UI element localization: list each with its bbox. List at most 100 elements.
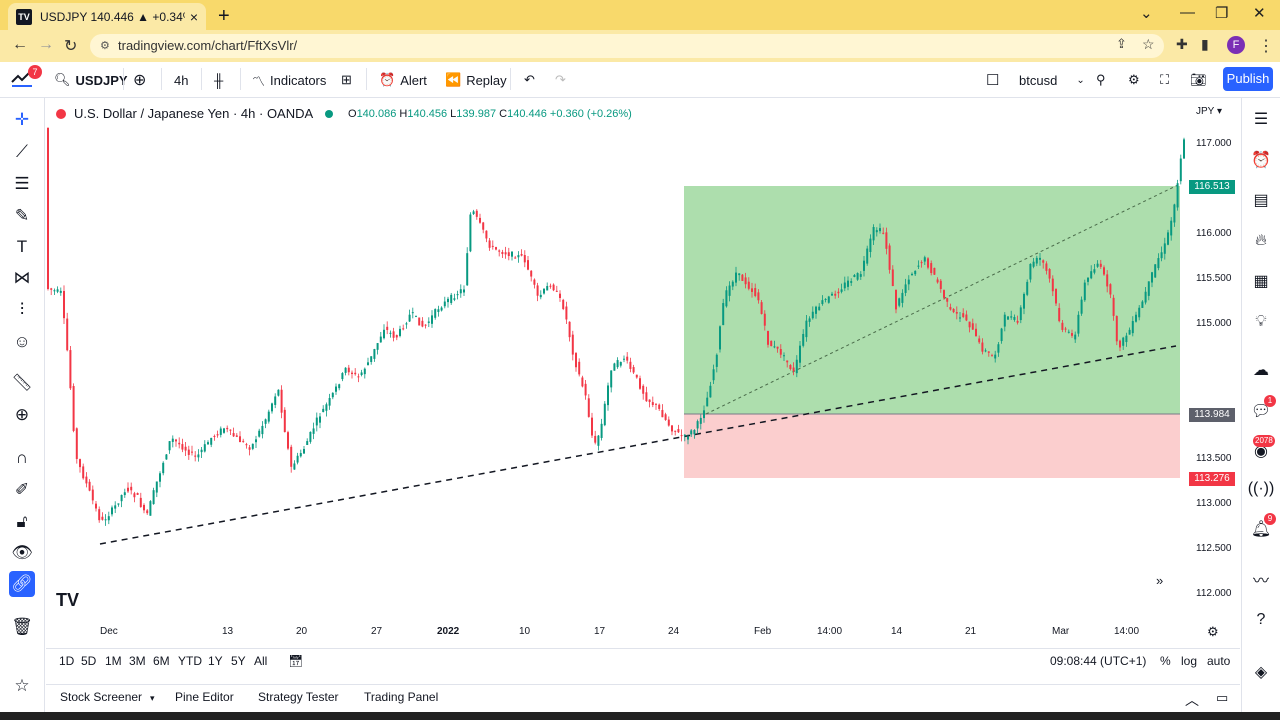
trend-line-icon[interactable]: ⟋ — [16, 142, 28, 161]
candle-body — [290, 446, 293, 467]
candle-body — [440, 307, 443, 311]
crosshair-icon[interactable]: ✛ — [14, 110, 30, 129]
prediction-icon[interactable]: ⫶ — [19, 300, 25, 319]
indicators-button[interactable]: 〽 Indicators — [252, 70, 326, 90]
templates-grid-icon[interactable]: ⊞ — [341, 72, 352, 87]
order-panel-icon[interactable]: 〰 — [1252, 573, 1269, 590]
axis-settings-icon[interactable]: ⚙ — [1207, 624, 1219, 639]
trading-panel-tab[interactable]: Trading Panel — [364, 690, 439, 704]
range-1d[interactable]: 1D — [59, 654, 75, 668]
undo-icon[interactable]: ↶ — [524, 72, 535, 87]
minds-cloud-icon[interactable]: ☁ — [1253, 362, 1269, 379]
currency-selector[interactable]: JPY ▾ — [1196, 106, 1222, 117]
log-scale-toggle[interactable]: log — [1181, 654, 1198, 668]
stock-screener-tab[interactable]: Stock Screener ▾ — [60, 690, 155, 704]
site-info-icon[interactable]: ⚙ — [100, 40, 110, 52]
candle-body — [245, 444, 248, 446]
reload-icon[interactable]: ↻ — [64, 38, 78, 55]
interval-button[interactable]: 4h — [174, 72, 189, 88]
range-1m[interactable]: 1M — [105, 654, 122, 668]
close-tab-icon[interactable]: × — [189, 8, 198, 25]
side-panel-icon[interactable]: ▮ — [1201, 36, 1209, 52]
percent-scale-toggle[interactable]: % — [1160, 654, 1171, 668]
tab-search-icon[interactable]: ⌄ — [1140, 5, 1153, 22]
alert-button[interactable]: ⏰ Alert — [379, 70, 427, 90]
forward-icon[interactable]: → — [38, 36, 54, 53]
replay-button[interactable]: ⏪ Replay — [445, 70, 507, 90]
fib-lines-icon[interactable]: ☰ — [14, 174, 30, 193]
chats-icon[interactable]: 💬︎ — [1250, 403, 1272, 420]
auto-scale-toggle[interactable]: auto — [1207, 654, 1231, 668]
extensions-icon[interactable]: ✚ — [1176, 36, 1188, 52]
range-all[interactable]: All — [254, 654, 268, 668]
chevron-up-icon[interactable]: ︿ — [1185, 692, 1199, 708]
magnet-icon[interactable]: ∩ — [15, 448, 29, 467]
strategy-tester-tab[interactable]: Strategy Tester — [258, 690, 339, 704]
profile-avatar[interactable]: F — [1227, 36, 1245, 54]
clock-timezone[interactable]: 09:08:44 (UTC+1) — [1050, 654, 1147, 668]
brush-icon[interactable]: ✎ — [14, 206, 30, 225]
compare-plus-icon[interactable]: ⊕ — [133, 72, 147, 89]
scroll-right-icon[interactable]: » — [1156, 573, 1164, 588]
data-window-icon[interactable]: ▤ — [1253, 192, 1269, 209]
stop-loss-zone[interactable] — [684, 414, 1180, 478]
notifications-bell-icon[interactable]: 🔔︎ — [1250, 521, 1272, 538]
take-profit-zone[interactable] — [684, 186, 1180, 414]
alerts-clock-icon[interactable]: ⏰ — [1251, 152, 1271, 169]
redo-icon[interactable]: ↷ — [555, 72, 566, 87]
maximize-icon[interactable]: ❐ — [1215, 5, 1229, 22]
stay-drawing-icon[interactable]: ✐ — [14, 480, 30, 499]
favorites-star-icon[interactable]: ☆ — [14, 676, 30, 695]
range-6m[interactable]: 6M — [153, 654, 170, 668]
upper-trend-line[interactable] — [705, 183, 1181, 415]
symbol-search-button[interactable]: 🔍︎ USDJPY — [54, 70, 128, 90]
new-tab-icon[interactable]: + — [218, 5, 230, 27]
patterns-icon[interactable]: ⋈ — [13, 268, 31, 287]
browser-menu-icon[interactable]: ⋮ — [1258, 38, 1274, 55]
emoji-icon[interactable]: ☺ — [13, 332, 31, 351]
maximize-panel-icon[interactable]: ▭ — [1216, 690, 1229, 705]
help-icon[interactable]: ? — [1256, 611, 1266, 628]
range-ytd[interactable]: YTD — [178, 654, 202, 668]
layout-name-button[interactable]: btcusd ⌄ — [1019, 70, 1085, 90]
candles-type-icon[interactable]: ╫ — [214, 72, 224, 88]
eye-icon[interactable]: 👁︎ — [11, 543, 33, 562]
broadcast-icon[interactable]: ((·)) — [1247, 480, 1275, 497]
quick-search-icon[interactable]: ⚲ — [1096, 72, 1106, 87]
share-icon[interactable]: ⇪ — [1116, 36, 1127, 51]
ideas-lightbulb-icon[interactable]: 💡︎ — [1255, 313, 1267, 330]
candle-body — [485, 230, 488, 239]
range-5d[interactable]: 5D — [81, 654, 97, 668]
settings-gear-icon[interactable]: ⚙ — [1128, 72, 1140, 87]
price-chart[interactable]: TV — [46, 98, 1240, 620]
calendar-icon[interactable]: ▦ — [1253, 273, 1269, 290]
snapshot-camera-icon[interactable]: 📷︎ — [1190, 72, 1207, 87]
pine-editor-tab[interactable]: Pine Editor — [175, 690, 234, 704]
range-1y[interactable]: 1Y — [208, 654, 223, 668]
text-icon[interactable]: T — [16, 237, 28, 256]
streams-icon[interactable]: ◉ — [1254, 443, 1268, 460]
zoom-in-icon[interactable]: ⊕ — [14, 405, 30, 424]
date-range-calendar-icon[interactable]: 📅︎ — [288, 654, 304, 668]
ruler-icon[interactable]: 📏︎ — [11, 373, 33, 392]
trash-icon[interactable]: 🗑︎ — [11, 617, 33, 636]
close-window-icon[interactable]: ✕ — [1253, 5, 1266, 22]
minimize-icon[interactable]: — — [1180, 4, 1195, 21]
bookmark-star-icon[interactable]: ☆ — [1142, 36, 1155, 52]
watchlist-icon[interactable]: ☰ — [1253, 111, 1269, 128]
tradingview-logo-icon[interactable] — [10, 68, 34, 90]
layout-square-icon[interactable]: ☐ — [986, 72, 1000, 89]
range-5y[interactable]: 5Y — [231, 654, 246, 668]
url-field[interactable]: tradingview.com/chart/FftXsVlr/ — [90, 34, 1164, 58]
symbol-title[interactable]: U.S. Dollar / Japanese Yen · 4h · OANDA — [74, 106, 314, 121]
layers-icon[interactable]: ◈ — [1254, 664, 1268, 681]
lock-icon[interactable]: 🔓︎ — [16, 512, 28, 531]
browser-tab[interactable]: TV USDJPY 140.446 ▲ +0.34% btcus × — [8, 3, 206, 30]
hotlists-flame-icon[interactable]: 🔥︎ — [1255, 232, 1267, 249]
candle-body — [722, 303, 725, 326]
range-3m[interactable]: 3M — [129, 654, 146, 668]
publish-button[interactable]: Publish — [1223, 67, 1273, 91]
link-icon[interactable]: 🔗︎ — [9, 571, 35, 597]
back-icon[interactable]: ← — [12, 36, 28, 53]
fullscreen-icon[interactable]: ⛶ — [1160, 72, 1170, 87]
